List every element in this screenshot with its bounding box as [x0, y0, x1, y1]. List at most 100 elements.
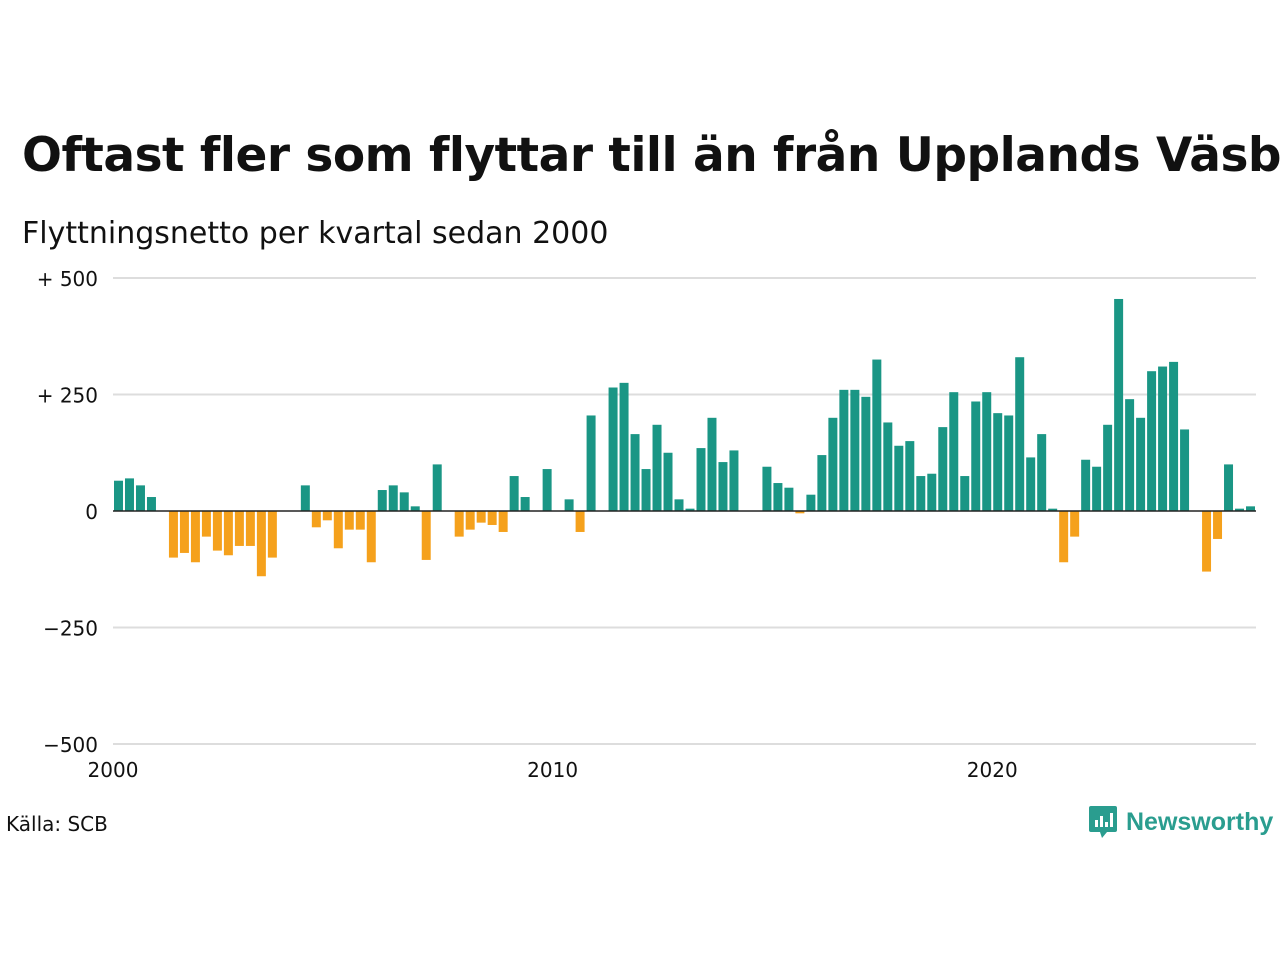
bar	[641, 469, 651, 511]
bar	[575, 511, 585, 532]
bar	[399, 492, 409, 511]
bar	[476, 511, 486, 523]
bar	[179, 511, 189, 553]
bar	[355, 511, 365, 530]
bar	[135, 485, 145, 511]
bar	[212, 511, 222, 551]
bar	[1235, 508, 1245, 511]
bar	[1103, 424, 1113, 511]
bar	[388, 485, 398, 511]
bar	[146, 497, 156, 511]
bar	[949, 392, 959, 511]
bar	[883, 422, 893, 511]
bar	[564, 499, 574, 511]
bar	[1037, 434, 1047, 511]
bar	[1213, 511, 1223, 539]
bar	[487, 511, 497, 525]
bar	[1136, 417, 1146, 511]
y-tick-label: −500	[43, 733, 98, 757]
bar	[498, 511, 508, 532]
bar	[839, 389, 849, 511]
y-tick-label: + 250	[37, 384, 98, 408]
bar	[905, 441, 915, 511]
bar	[784, 487, 794, 511]
bar	[1246, 506, 1255, 511]
bar	[366, 511, 376, 563]
bar	[630, 434, 640, 511]
chart-subtitle: Flyttningsnetto per kvartal sedan 2000	[22, 216, 609, 251]
bar	[762, 466, 772, 511]
bar	[1158, 366, 1168, 511]
bar	[795, 511, 805, 514]
bar	[1048, 508, 1058, 511]
bar	[432, 464, 442, 511]
bar	[1125, 399, 1135, 511]
bar	[960, 476, 970, 511]
bar	[773, 483, 783, 511]
bar	[1092, 466, 1102, 511]
bar	[465, 511, 475, 530]
bar	[300, 485, 310, 511]
bar	[1081, 459, 1091, 511]
bar	[223, 511, 233, 556]
bar	[696, 448, 706, 511]
brand-name: Newsworthy	[1126, 807, 1274, 836]
bar	[872, 359, 882, 511]
bar	[322, 511, 332, 521]
bar	[938, 427, 948, 511]
bar	[916, 476, 926, 511]
bar	[454, 511, 464, 537]
bar	[1169, 361, 1179, 511]
bar	[1026, 457, 1036, 511]
bar	[333, 511, 343, 549]
chart-title: Oftast fler som flyttar till än från Upp…	[22, 128, 1280, 183]
bar	[542, 469, 552, 511]
bar	[520, 497, 530, 511]
bar	[377, 490, 387, 511]
bar	[1015, 357, 1025, 511]
bar	[190, 511, 200, 563]
bar	[608, 387, 618, 511]
bar	[894, 445, 904, 511]
bar	[1114, 298, 1124, 511]
bar	[927, 473, 937, 511]
bar	[168, 511, 178, 558]
source-label: Källa: SCB	[6, 812, 108, 836]
bar	[1224, 464, 1234, 511]
bar	[707, 417, 717, 511]
bar	[806, 494, 816, 511]
bar	[421, 511, 431, 560]
bar	[344, 511, 354, 530]
bar	[685, 508, 695, 511]
bar	[311, 511, 321, 528]
newsworthy-logo-icon	[1088, 804, 1118, 840]
bar	[1004, 415, 1014, 511]
bar	[267, 511, 277, 558]
bar	[586, 415, 596, 511]
bar	[256, 511, 266, 577]
y-tick-label: −250	[43, 617, 98, 641]
bar	[1147, 371, 1157, 511]
bar	[1070, 511, 1080, 537]
bar	[982, 392, 992, 511]
bar	[234, 511, 244, 546]
bar	[619, 382, 629, 511]
grid-lines	[113, 277, 1256, 745]
x-tick-label: 2010	[527, 758, 578, 782]
bar	[245, 511, 255, 546]
bar	[1202, 511, 1212, 572]
y-tick-label: + 500	[37, 267, 98, 291]
bar	[1180, 429, 1190, 511]
bar	[729, 450, 739, 511]
bar	[971, 401, 981, 511]
bar	[663, 452, 673, 511]
bar	[1059, 511, 1069, 563]
bar	[718, 462, 728, 511]
x-tick-label: 2000	[88, 758, 139, 782]
bar	[114, 480, 123, 511]
bar	[861, 396, 871, 511]
bar	[652, 424, 662, 511]
bar	[993, 413, 1003, 511]
